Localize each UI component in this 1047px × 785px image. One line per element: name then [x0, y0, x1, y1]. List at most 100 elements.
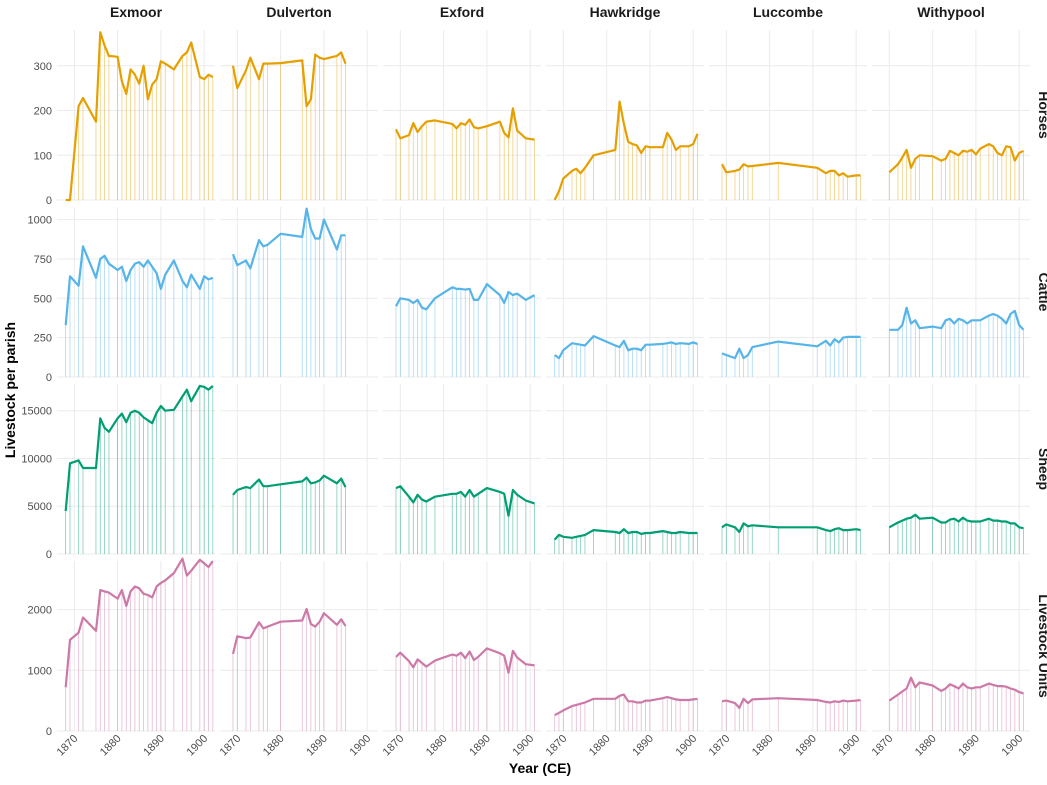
- x-tick-label: 1900: [674, 733, 700, 759]
- facet-label: Luccombe: [753, 4, 823, 20]
- y-tick-label: 100: [34, 150, 52, 162]
- series-line: [553, 100, 699, 201]
- x-tick-label: 1890: [304, 733, 330, 759]
- series-line: [553, 528, 698, 541]
- x-tick-label: 1890: [467, 733, 493, 759]
- panel-series: [888, 513, 1024, 554]
- y-tick-label: 0: [46, 372, 52, 384]
- panel-series: [64, 557, 214, 731]
- x-tick-label: 1870: [544, 733, 570, 759]
- x-tick-label: 1890: [141, 733, 167, 759]
- series-line: [232, 474, 347, 496]
- x-tick-label: 1870: [381, 733, 407, 759]
- series-line: [888, 513, 1024, 530]
- y-tick-label: 2000: [28, 605, 52, 617]
- y-tick-label: 0: [46, 726, 52, 738]
- panel-series: [721, 697, 861, 731]
- x-tick-label: 1900: [185, 733, 211, 759]
- x-tick-label: 1880: [424, 733, 450, 759]
- y-tick-label: 0: [46, 549, 52, 561]
- x-tick-label: 1900: [1000, 733, 1026, 759]
- series-line: [888, 676, 1024, 702]
- series-line: [721, 697, 861, 709]
- panel-series: [395, 107, 535, 200]
- panel-series: [395, 283, 536, 377]
- panel-series: [888, 676, 1024, 731]
- x-tick-label: 1890: [630, 733, 656, 759]
- y-tick-label: 500: [34, 293, 52, 305]
- panel-series: [65, 31, 214, 202]
- facet-label: Livestock Units: [1036, 594, 1047, 698]
- y-tick-label: 15000: [21, 406, 52, 418]
- y-tick-label: 0: [46, 195, 52, 207]
- facet-label: Sheep: [1036, 448, 1047, 490]
- x-tick-label: 1870: [218, 733, 244, 759]
- y-tick-label: 750: [34, 254, 52, 266]
- panel-series: [553, 100, 699, 201]
- panel-series: [554, 693, 698, 731]
- y-tick-label: 10000: [21, 453, 52, 465]
- x-tick-label: 1880: [913, 733, 939, 759]
- x-tick-label: 1870: [55, 733, 81, 759]
- series-line: [889, 306, 1025, 331]
- series-line: [554, 693, 698, 717]
- panel-series: [64, 245, 214, 377]
- facet-label: Cattle: [1036, 273, 1047, 312]
- x-tick-label: 1880: [261, 733, 287, 759]
- facet-label: Hawkridge: [590, 4, 661, 20]
- series-line: [395, 485, 535, 517]
- x-tick-label: 1880: [750, 733, 776, 759]
- panel-series: [231, 607, 347, 731]
- series-line: [888, 143, 1025, 174]
- panel-series: [721, 161, 861, 200]
- facet-label: Dulverton: [266, 4, 331, 20]
- facet-label: Exford: [440, 4, 484, 20]
- x-tick-label: 1890: [956, 733, 982, 759]
- facet-label: Exmoor: [110, 4, 163, 20]
- series-line: [65, 31, 214, 202]
- series-line: [395, 283, 536, 311]
- x-tick-label: 1880: [98, 733, 124, 759]
- series-line: [395, 647, 535, 674]
- series-line: [721, 335, 861, 360]
- y-tick-label: 200: [34, 106, 52, 118]
- series-line: [64, 245, 214, 326]
- x-tick-label: 1900: [348, 733, 374, 759]
- panel-series: [888, 306, 1025, 377]
- series-line: [721, 522, 861, 534]
- facet-label: Withypool: [917, 4, 985, 20]
- panel-series: [232, 474, 347, 554]
- panel-series: [231, 51, 347, 200]
- y-tick-label: 250: [34, 333, 52, 345]
- y-tick-label: 1000: [28, 665, 52, 677]
- x-tick-label: 1870: [707, 733, 733, 759]
- x-axis-title: Year (CE): [509, 760, 571, 776]
- series-line: [64, 557, 214, 688]
- panel-series: [395, 485, 535, 554]
- y-tick-label: 5000: [28, 501, 52, 513]
- x-tick-label: 1890: [793, 733, 819, 759]
- panel-series: [721, 335, 861, 377]
- series-line: [231, 607, 347, 655]
- series-line: [721, 161, 861, 178]
- series-line: [554, 335, 698, 360]
- panel-series: [554, 335, 698, 377]
- series-line: [231, 51, 347, 108]
- series-line: [395, 107, 535, 141]
- y-tick-label: 300: [34, 61, 52, 73]
- y-axis-title: Livestock per parish: [2, 322, 18, 458]
- panel-series: [553, 528, 698, 554]
- x-tick-label: 1900: [837, 733, 863, 759]
- panel-series: [721, 522, 861, 554]
- panel-series: [888, 143, 1025, 200]
- x-tick-label: 1870: [870, 733, 896, 759]
- y-tick-label: 1000: [28, 215, 52, 227]
- panel-series: [395, 647, 535, 731]
- x-tick-label: 1900: [511, 733, 537, 759]
- x-tick-label: 1880: [587, 733, 613, 759]
- series-line: [64, 384, 214, 512]
- panel-series: [231, 207, 346, 377]
- panel-series: [64, 384, 214, 554]
- facet-label: Horses: [1036, 91, 1047, 139]
